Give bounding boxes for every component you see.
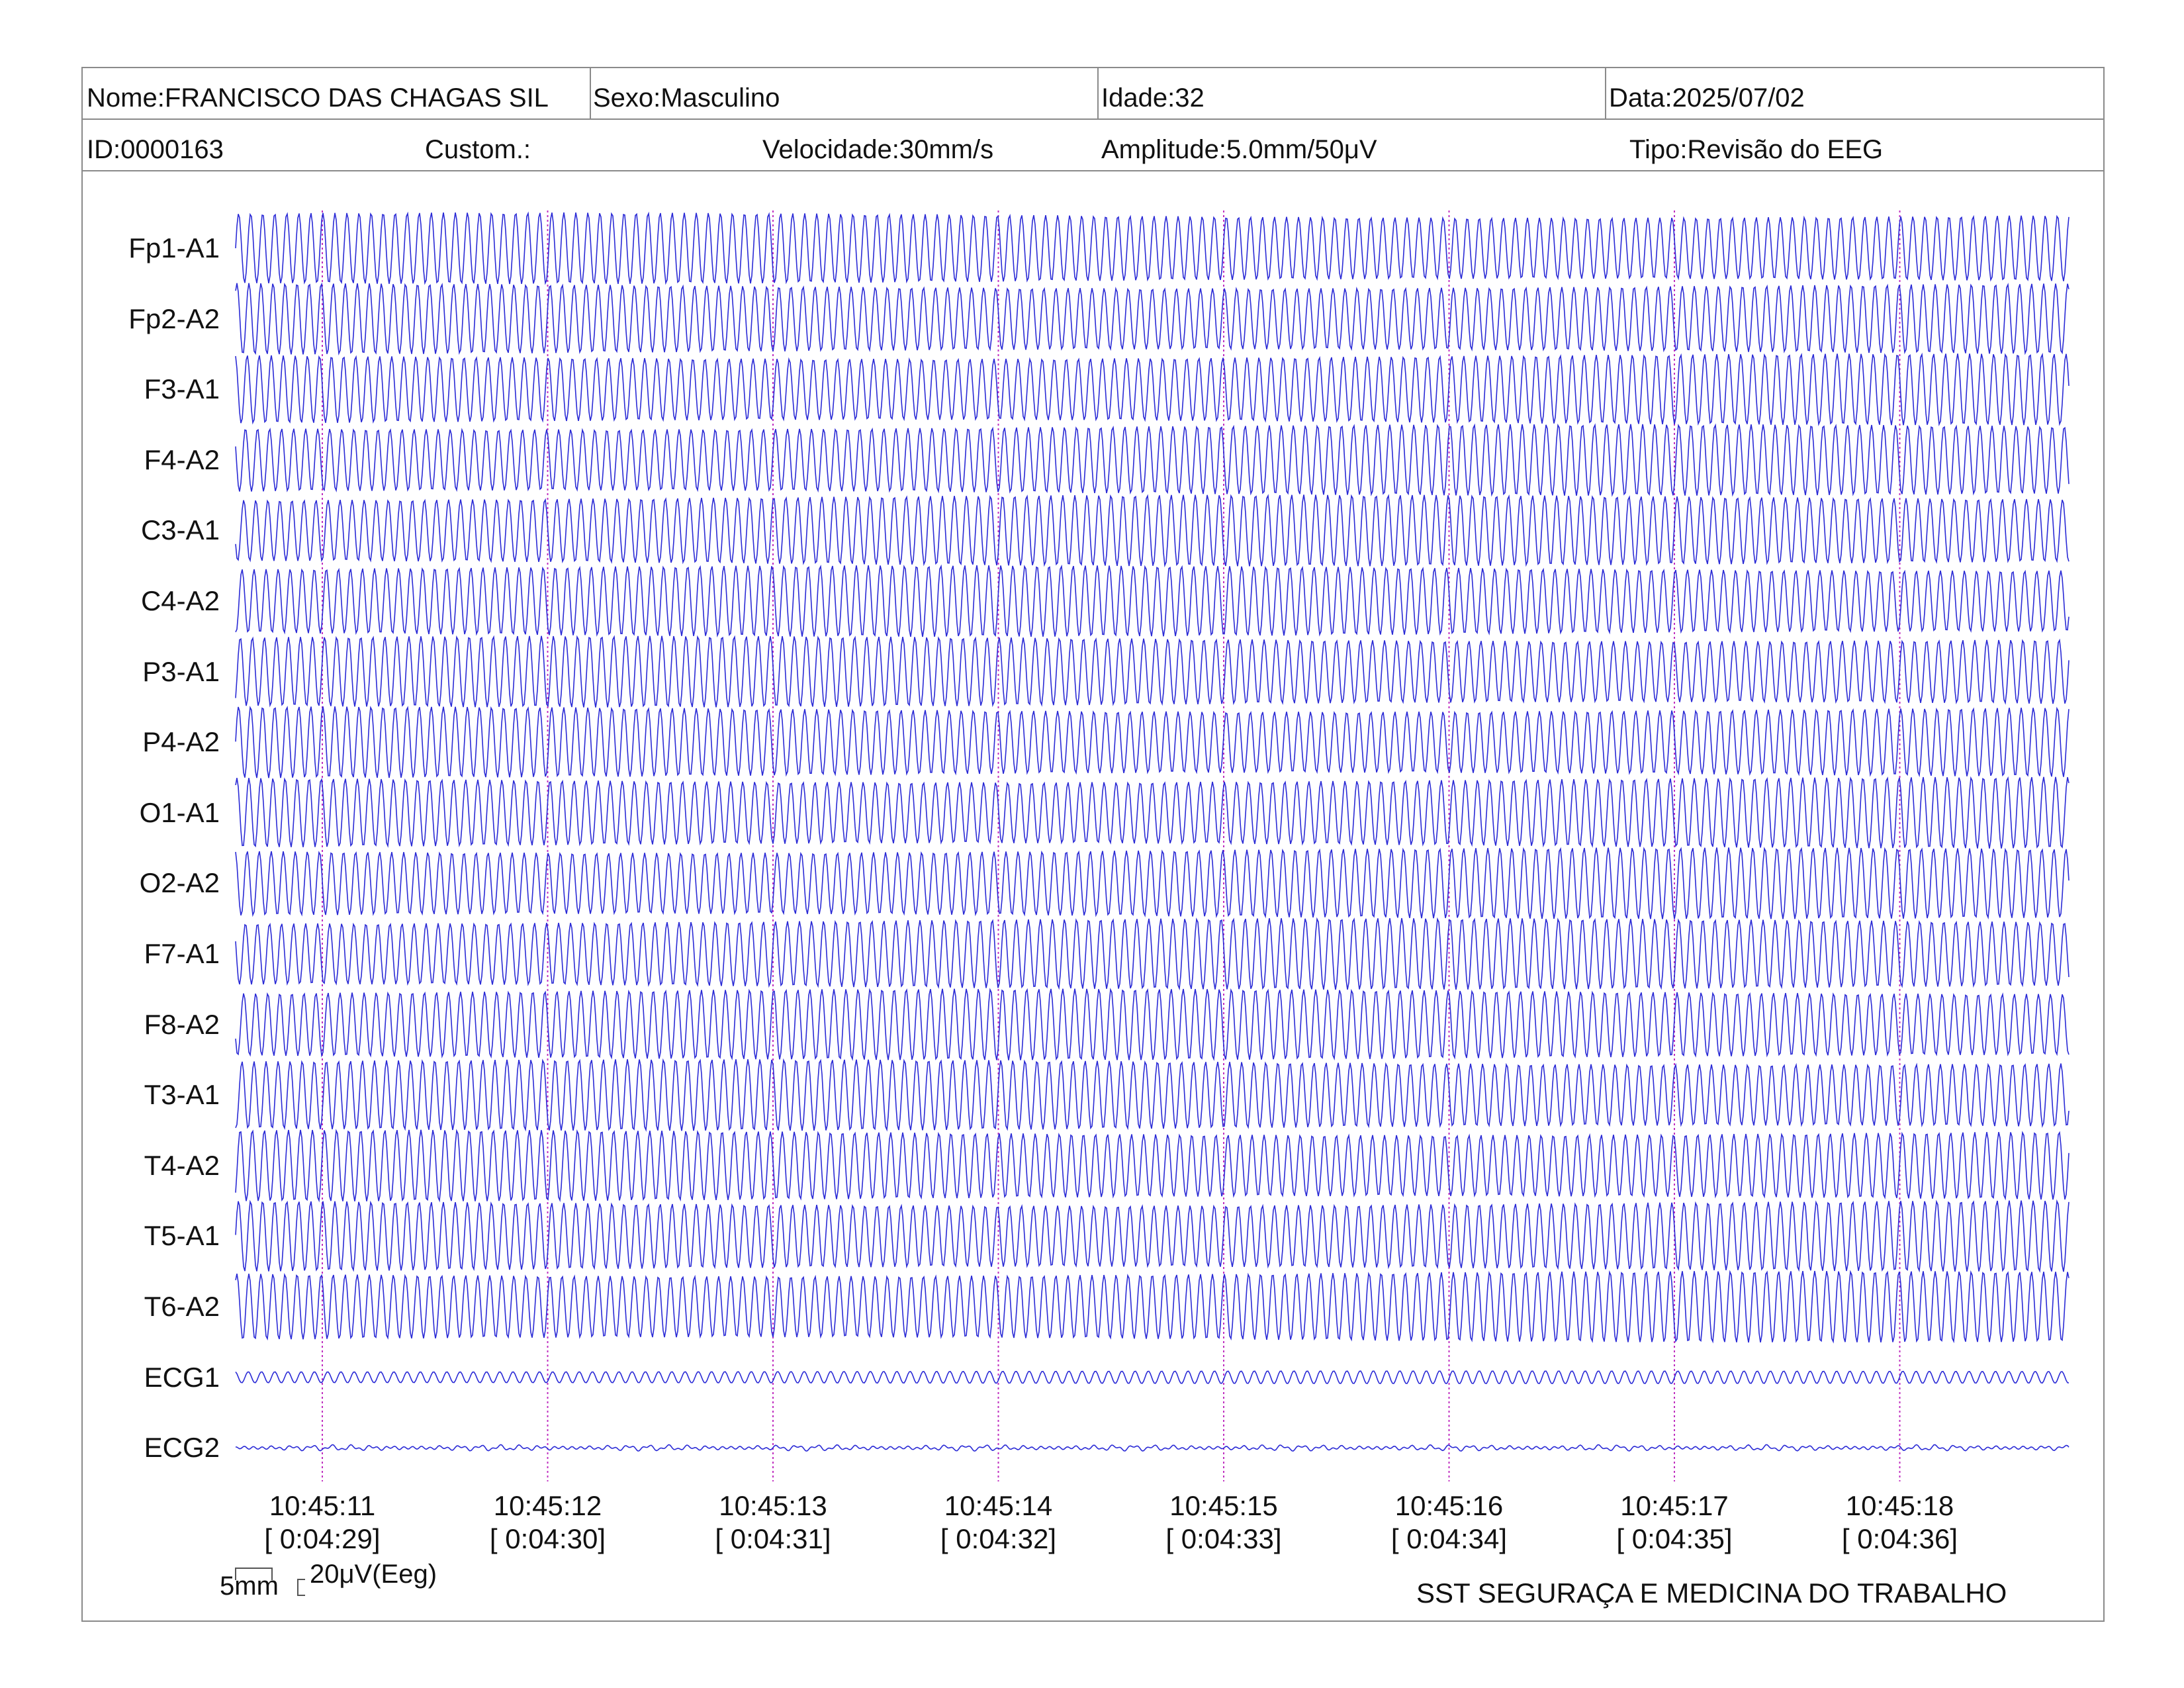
exam-date: Data:2025/07/02 — [1609, 83, 1805, 113]
eeg-trace — [235, 1058, 2070, 1132]
channel-label: F3-A1 — [144, 373, 220, 405]
eeg-trace — [235, 706, 2070, 778]
channel-label: F4-A2 — [144, 444, 220, 475]
channel-label: T4-A2 — [144, 1149, 220, 1181]
channel-label: O1-A1 — [139, 796, 220, 828]
eeg-trace — [235, 352, 2070, 427]
time-clock-label: 10:45:12 — [493, 1490, 602, 1521]
time-elapsed-label: [ 0:04:29] — [264, 1523, 381, 1554]
exam-type: Tipo:Revisão do EEG — [1629, 135, 1884, 164]
eeg-trace — [235, 847, 2070, 919]
channel-label: Fp1-A1 — [128, 232, 220, 263]
channel-label: T6-A2 — [144, 1291, 220, 1322]
eeg-trace — [235, 282, 2070, 355]
time-clock-label: 10:45:17 — [1620, 1490, 1729, 1521]
channel-label: ECG1 — [144, 1361, 220, 1393]
speed-setting: Velocidade:30mm/s — [762, 135, 994, 164]
time-elapsed-label: [ 0:04:33] — [1165, 1523, 1282, 1554]
channel-label: ECG2 — [144, 1432, 220, 1464]
scale-uv-label: 20μV(Eeg) — [310, 1560, 437, 1589]
time-clock-label: 10:45:18 — [1845, 1490, 1954, 1521]
amplitude-setting: Amplitude:5.0mm/50μV — [1101, 135, 1377, 164]
channel-label: O2-A2 — [139, 867, 220, 899]
channel-label: P3-A1 — [142, 655, 220, 687]
header-divider — [1097, 68, 1099, 118]
channel-label: C3-A1 — [140, 514, 220, 546]
scale-mm-label: 5mm — [220, 1571, 279, 1601]
channel-label: F7-A1 — [144, 938, 220, 969]
channel-label: P4-A2 — [142, 726, 220, 758]
eeg-trace — [235, 635, 2070, 708]
time-elapsed-label: [ 0:04:31] — [715, 1523, 831, 1554]
time-elapsed-label: [ 0:04:30] — [489, 1523, 606, 1554]
channel-label: C4-A2 — [140, 585, 220, 616]
report-frame: Nome:FRANCISCO DAS CHAGAS SIL Sexo:Mascu… — [81, 67, 2105, 1622]
time-elapsed-label: [ 0:04:36] — [1841, 1523, 1958, 1554]
time-elapsed-label: [ 0:04:35] — [1616, 1523, 1733, 1554]
eeg-trace — [235, 494, 2070, 568]
time-clock-label: 10:45:13 — [719, 1490, 827, 1521]
time-clock-label: 10:45:14 — [944, 1490, 1053, 1521]
header-row-exam: ID:0000163 Custom.: Velocidade:30mm/s Am… — [83, 120, 2103, 171]
eeg-trace — [235, 564, 2070, 638]
time-clock-label: 10:45:15 — [1169, 1490, 1278, 1521]
channel-label: Fp2-A2 — [128, 303, 220, 334]
eeg-trace — [235, 1370, 2070, 1384]
time-clock-label: 10:45:16 — [1394, 1490, 1504, 1521]
time-clock-label: 10:45:11 — [269, 1490, 376, 1521]
eeg-trace — [235, 917, 2070, 991]
eeg-trace — [235, 423, 2070, 497]
patient-id: ID:0000163 — [87, 135, 224, 164]
patient-sex: Sexo:Masculino — [593, 83, 780, 113]
channel-label: T3-A1 — [144, 1079, 220, 1111]
time-elapsed-label: [ 0:04:34] — [1390, 1523, 1508, 1554]
eeg-trace — [235, 1444, 2070, 1452]
time-elapsed-label: [ 0:04:32] — [940, 1523, 1057, 1554]
eeg-trace — [235, 1129, 2070, 1203]
company-name: SST SEGURAÇA E MEDICINA DO TRABALHO — [1416, 1577, 2007, 1609]
custom-field: Custom.: — [425, 135, 531, 164]
header-divider — [1605, 68, 1606, 118]
eeg-trace — [235, 776, 2070, 849]
eeg-trace — [235, 211, 2070, 285]
header-row-patient: Nome:FRANCISCO DAS CHAGAS SIL Sexo:Mascu… — [83, 68, 2103, 120]
eeg-trace — [235, 1270, 2070, 1344]
channel-label: T5-A1 — [144, 1220, 220, 1252]
eeg-trace — [235, 988, 2070, 1061]
channel-label: F8-A2 — [144, 1008, 220, 1040]
patient-name: Nome:FRANCISCO DAS CHAGAS SIL — [87, 83, 549, 113]
patient-age: Idade:32 — [1101, 83, 1205, 113]
eeg-trace — [235, 1199, 2070, 1273]
header-divider — [590, 68, 591, 118]
